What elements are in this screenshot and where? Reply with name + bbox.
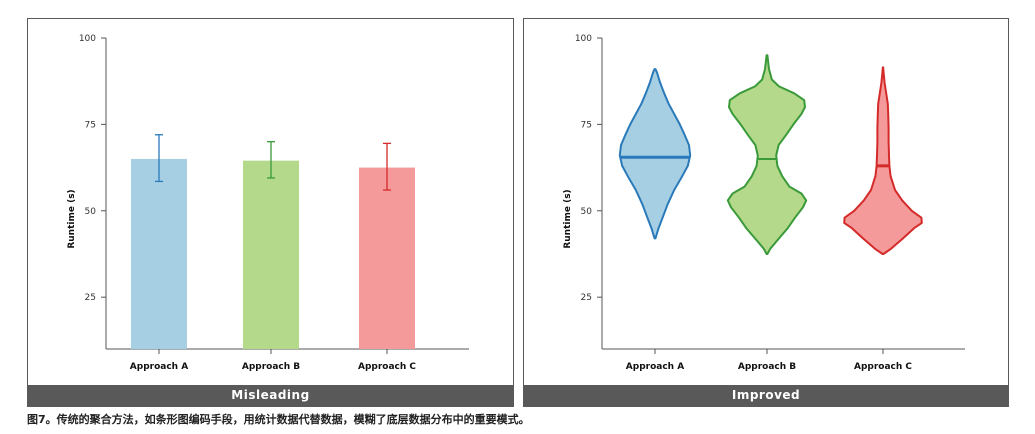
- y-axis-title: Runtime (s): [563, 189, 573, 248]
- violin-chart-panel: Runtime (s) 25 50 75 100 Approach A Approach …: [523, 18, 1009, 407]
- y-tick-label: 50: [581, 207, 593, 217]
- violin-chart: Runtime (s) 25 50 75 100 Approach A Approach …: [563, 34, 965, 372]
- y-tick-label: 100: [575, 34, 592, 44]
- y-tick-label: 50: [85, 207, 97, 217]
- y-tick-label: 75: [85, 120, 96, 130]
- x-tick-label: Approach A: [626, 362, 684, 372]
- x-tick-label: Approach B: [738, 362, 796, 372]
- panel-title-misleading: Misleading: [28, 385, 513, 406]
- panel-title-improved: Improved: [524, 385, 1008, 406]
- y-tick-label: 25: [85, 293, 96, 303]
- figure-caption: 图7。传统的聚合方法，如条形图编码手段，用统计数据代替数据，模糊了底层数据分布中…: [27, 413, 530, 426]
- bar: [359, 167, 415, 349]
- bar-chart: Runtime (s) 25 50 75 100 Approach A Approach …: [67, 34, 469, 372]
- y-tick-label: 75: [581, 120, 592, 130]
- y-axis-title: Runtime (s): [67, 189, 77, 248]
- bar: [243, 160, 299, 349]
- x-tick-label: Approach C: [854, 362, 912, 372]
- bar-chart-panel: Runtime (s) 25 50 75 100 Approach A Approach …: [27, 18, 514, 407]
- x-tick-label: Approach A: [130, 362, 188, 372]
- violin: [618, 68, 692, 240]
- bar: [131, 158, 187, 349]
- x-tick-label: Approach C: [358, 362, 416, 372]
- violin: [726, 54, 808, 255]
- y-tick-label: 25: [581, 293, 592, 303]
- x-tick-label: Approach B: [242, 362, 300, 372]
- y-tick-label: 100: [79, 34, 96, 44]
- violin: [843, 66, 923, 255]
